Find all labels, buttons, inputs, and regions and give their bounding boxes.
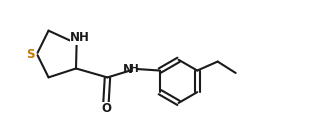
Text: NH: NH	[70, 31, 90, 44]
Text: H: H	[130, 64, 139, 74]
Text: O: O	[101, 102, 111, 115]
Text: S: S	[26, 48, 34, 60]
Text: N: N	[123, 63, 133, 76]
